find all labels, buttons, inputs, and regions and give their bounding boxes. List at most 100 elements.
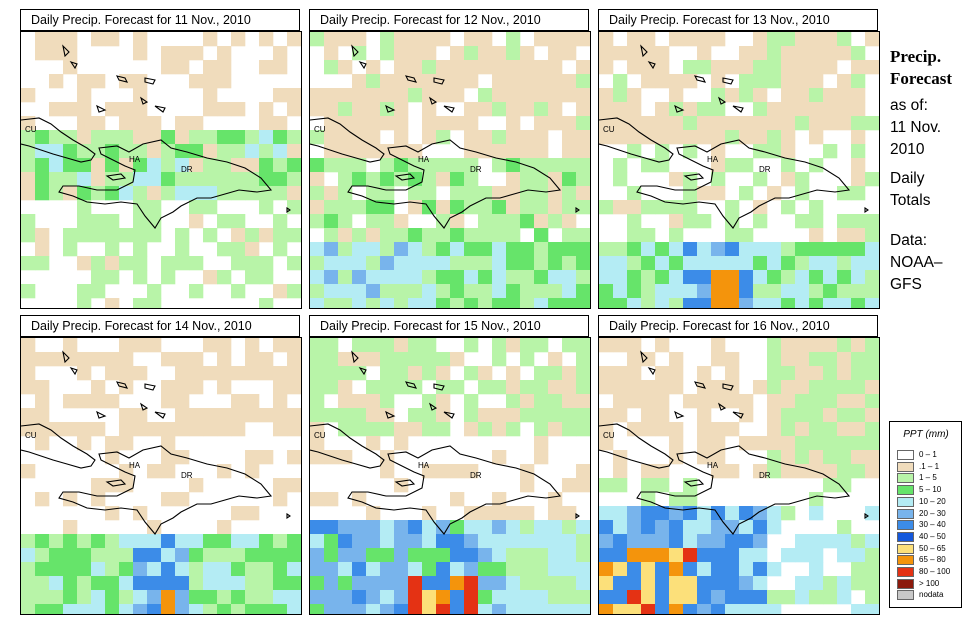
precip-cell — [21, 130, 36, 145]
coastline — [105, 479, 127, 487]
precip-cell — [175, 394, 190, 409]
precip-cell — [506, 270, 521, 285]
precip-cell — [576, 60, 590, 75]
precip-cell — [753, 32, 768, 47]
precip-cell — [310, 32, 325, 47]
precip-cell — [245, 562, 260, 577]
precip-cell — [380, 352, 395, 367]
precip-cell — [63, 172, 78, 187]
precip-cell — [683, 102, 698, 117]
precip-cell — [91, 394, 106, 409]
precip-cell — [217, 590, 232, 605]
precip-cell — [865, 242, 879, 257]
precip-cell — [310, 408, 325, 423]
precip-cell — [851, 144, 866, 159]
precip-cell — [781, 270, 796, 285]
precip-cell — [380, 88, 395, 103]
precip-cell — [781, 158, 796, 173]
panel-title: Daily Precip. Forecast for 16 Nov., 2010 — [598, 315, 878, 337]
precip-cell — [534, 102, 549, 117]
precip-cell — [492, 422, 507, 437]
precip-cell — [655, 576, 670, 591]
precip-cell — [576, 130, 590, 145]
precip-cell — [655, 116, 670, 131]
precip-cell — [394, 604, 409, 614]
precip-cell — [147, 548, 162, 563]
precip-cell — [408, 604, 423, 614]
precip-cell — [562, 604, 577, 614]
precip-cell — [49, 534, 64, 549]
precip-cell — [669, 548, 684, 563]
precip-cell — [534, 242, 549, 257]
precip-cell — [534, 590, 549, 605]
precip-cell — [795, 298, 810, 308]
legend-label: 40 – 50 — [919, 531, 946, 541]
precip-cell — [767, 74, 782, 89]
precip-cell — [795, 60, 810, 75]
precip-cell — [422, 520, 437, 535]
precip-cell — [338, 366, 353, 381]
precip-cell — [739, 74, 754, 89]
precip-cell — [562, 186, 577, 201]
precip-cell — [380, 242, 395, 257]
precip-cell — [63, 520, 78, 535]
precip-cell — [837, 450, 852, 465]
precip-cell — [189, 144, 204, 159]
precip-cell — [217, 242, 232, 257]
precip-cell — [795, 46, 810, 61]
precip-cell — [795, 394, 810, 409]
precip-cell — [506, 394, 521, 409]
precip-cell — [781, 102, 796, 117]
legend-title: PPT (mm) — [903, 429, 949, 440]
precip-cell — [851, 604, 866, 614]
precip-cell — [851, 408, 866, 423]
asof-date: 11 Nov. — [890, 119, 942, 136]
precip-cell — [63, 60, 78, 75]
precip-cell — [436, 576, 451, 591]
precip-cell — [739, 256, 754, 271]
precip-cell — [725, 60, 740, 75]
precip-cell — [534, 270, 549, 285]
precip-cell — [506, 102, 521, 117]
precip-cell — [259, 450, 274, 465]
precip-cell — [133, 562, 148, 577]
precip-cell — [161, 60, 176, 75]
precip-cell — [310, 298, 325, 308]
precip-cell — [408, 158, 423, 173]
precip-cell — [259, 548, 274, 563]
precip-cell — [91, 116, 106, 131]
precip-cell — [338, 450, 353, 465]
precip-map: CU HA DR — [20, 31, 302, 309]
coastline — [347, 139, 562, 229]
precip-cell — [273, 158, 288, 173]
precip-cell — [655, 60, 670, 75]
precip-cell — [133, 338, 148, 353]
precip-cell — [310, 242, 325, 257]
precip-cell — [310, 352, 325, 367]
precip-cell — [63, 158, 78, 173]
precip-cell — [338, 102, 353, 117]
precip-cell — [245, 130, 260, 145]
precip-cell — [576, 144, 590, 159]
precip-cell — [408, 576, 423, 591]
haiti-label: HA — [129, 155, 141, 164]
precip-cell — [352, 338, 367, 353]
precip-cell — [725, 352, 740, 367]
precip-cell — [781, 32, 796, 47]
precip-cell — [613, 408, 628, 423]
precip-cell — [823, 284, 838, 299]
precip-cell — [823, 380, 838, 395]
precip-cell — [562, 214, 577, 229]
precip-cell — [534, 394, 549, 409]
precip-cell — [273, 172, 288, 187]
precip-cell — [809, 256, 824, 271]
legend-item: 80 – 100 — [897, 566, 959, 578]
precip-cell — [63, 186, 78, 201]
precip-cell — [478, 270, 493, 285]
precip-cell — [697, 256, 712, 271]
precip-cell — [711, 562, 726, 577]
precip-cell — [259, 256, 274, 271]
precip-cell — [492, 408, 507, 423]
precip-cell — [576, 590, 590, 605]
precip-cell — [683, 32, 698, 47]
